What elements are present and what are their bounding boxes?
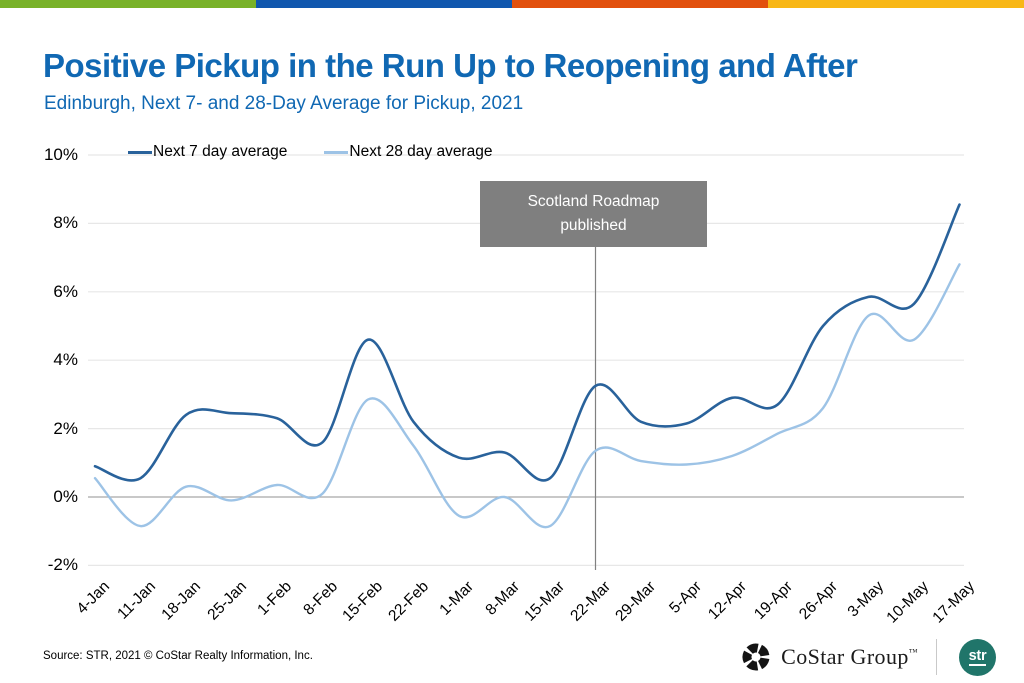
y-tick-label-10: 10%	[43, 145, 78, 164]
top-color-bar	[0, 0, 1024, 8]
source-text: Source: STR, 2021 © CoStar Realty Inform…	[43, 650, 313, 662]
series-line-next-28-day-average	[93, 263, 961, 529]
trademark-symbol: ™	[908, 647, 918, 657]
legend-item-label: Next 28 day average	[349, 143, 493, 160]
footer-logos: CoStar Group™ str	[740, 636, 996, 678]
legend-swatch-icon	[128, 150, 152, 154]
legend-item-label: Next 7 day average	[153, 143, 288, 160]
y-tick-label-6: 6%	[53, 281, 78, 301]
chart-legend: Next 7 day average Next 28 day average	[128, 143, 492, 161]
annotation-box: Scotland Roadmap published	[480, 181, 707, 247]
legend-item-2: Next 28 day average	[324, 143, 492, 161]
annotation-text: Scotland Roadmap published	[527, 192, 660, 234]
series-line-next-7-day-average	[93, 203, 961, 482]
top-bar-segment-3	[512, 0, 768, 8]
y-tick-label--2: -2%	[47, 555, 78, 575]
page-title: Positive Pickup in the Run Up to Reopeni…	[43, 47, 858, 84]
logo-divider	[936, 639, 937, 675]
costar-logo-text: CoStar Group™	[781, 644, 918, 669]
page-subtitle: Edinburgh, Next 7- and 28-Day Average fo…	[44, 93, 524, 114]
str-logo-text: str	[968, 648, 987, 667]
y-tick-label-4: 4%	[53, 350, 78, 370]
costar-logo-icon	[742, 643, 770, 671]
y-tick-label-0: 0%	[53, 487, 78, 506]
top-bar-segment-1	[0, 0, 256, 8]
top-bar-segment-2	[256, 0, 512, 8]
top-bar-segment-4	[768, 0, 1024, 8]
legend-swatch-icon	[324, 150, 349, 154]
legend-item-1: Next 7 day average	[128, 143, 287, 161]
str-logo: str	[959, 638, 996, 676]
y-tick-label-2: 2%	[53, 418, 78, 438]
y-tick-label-8: 8%	[53, 213, 78, 233]
